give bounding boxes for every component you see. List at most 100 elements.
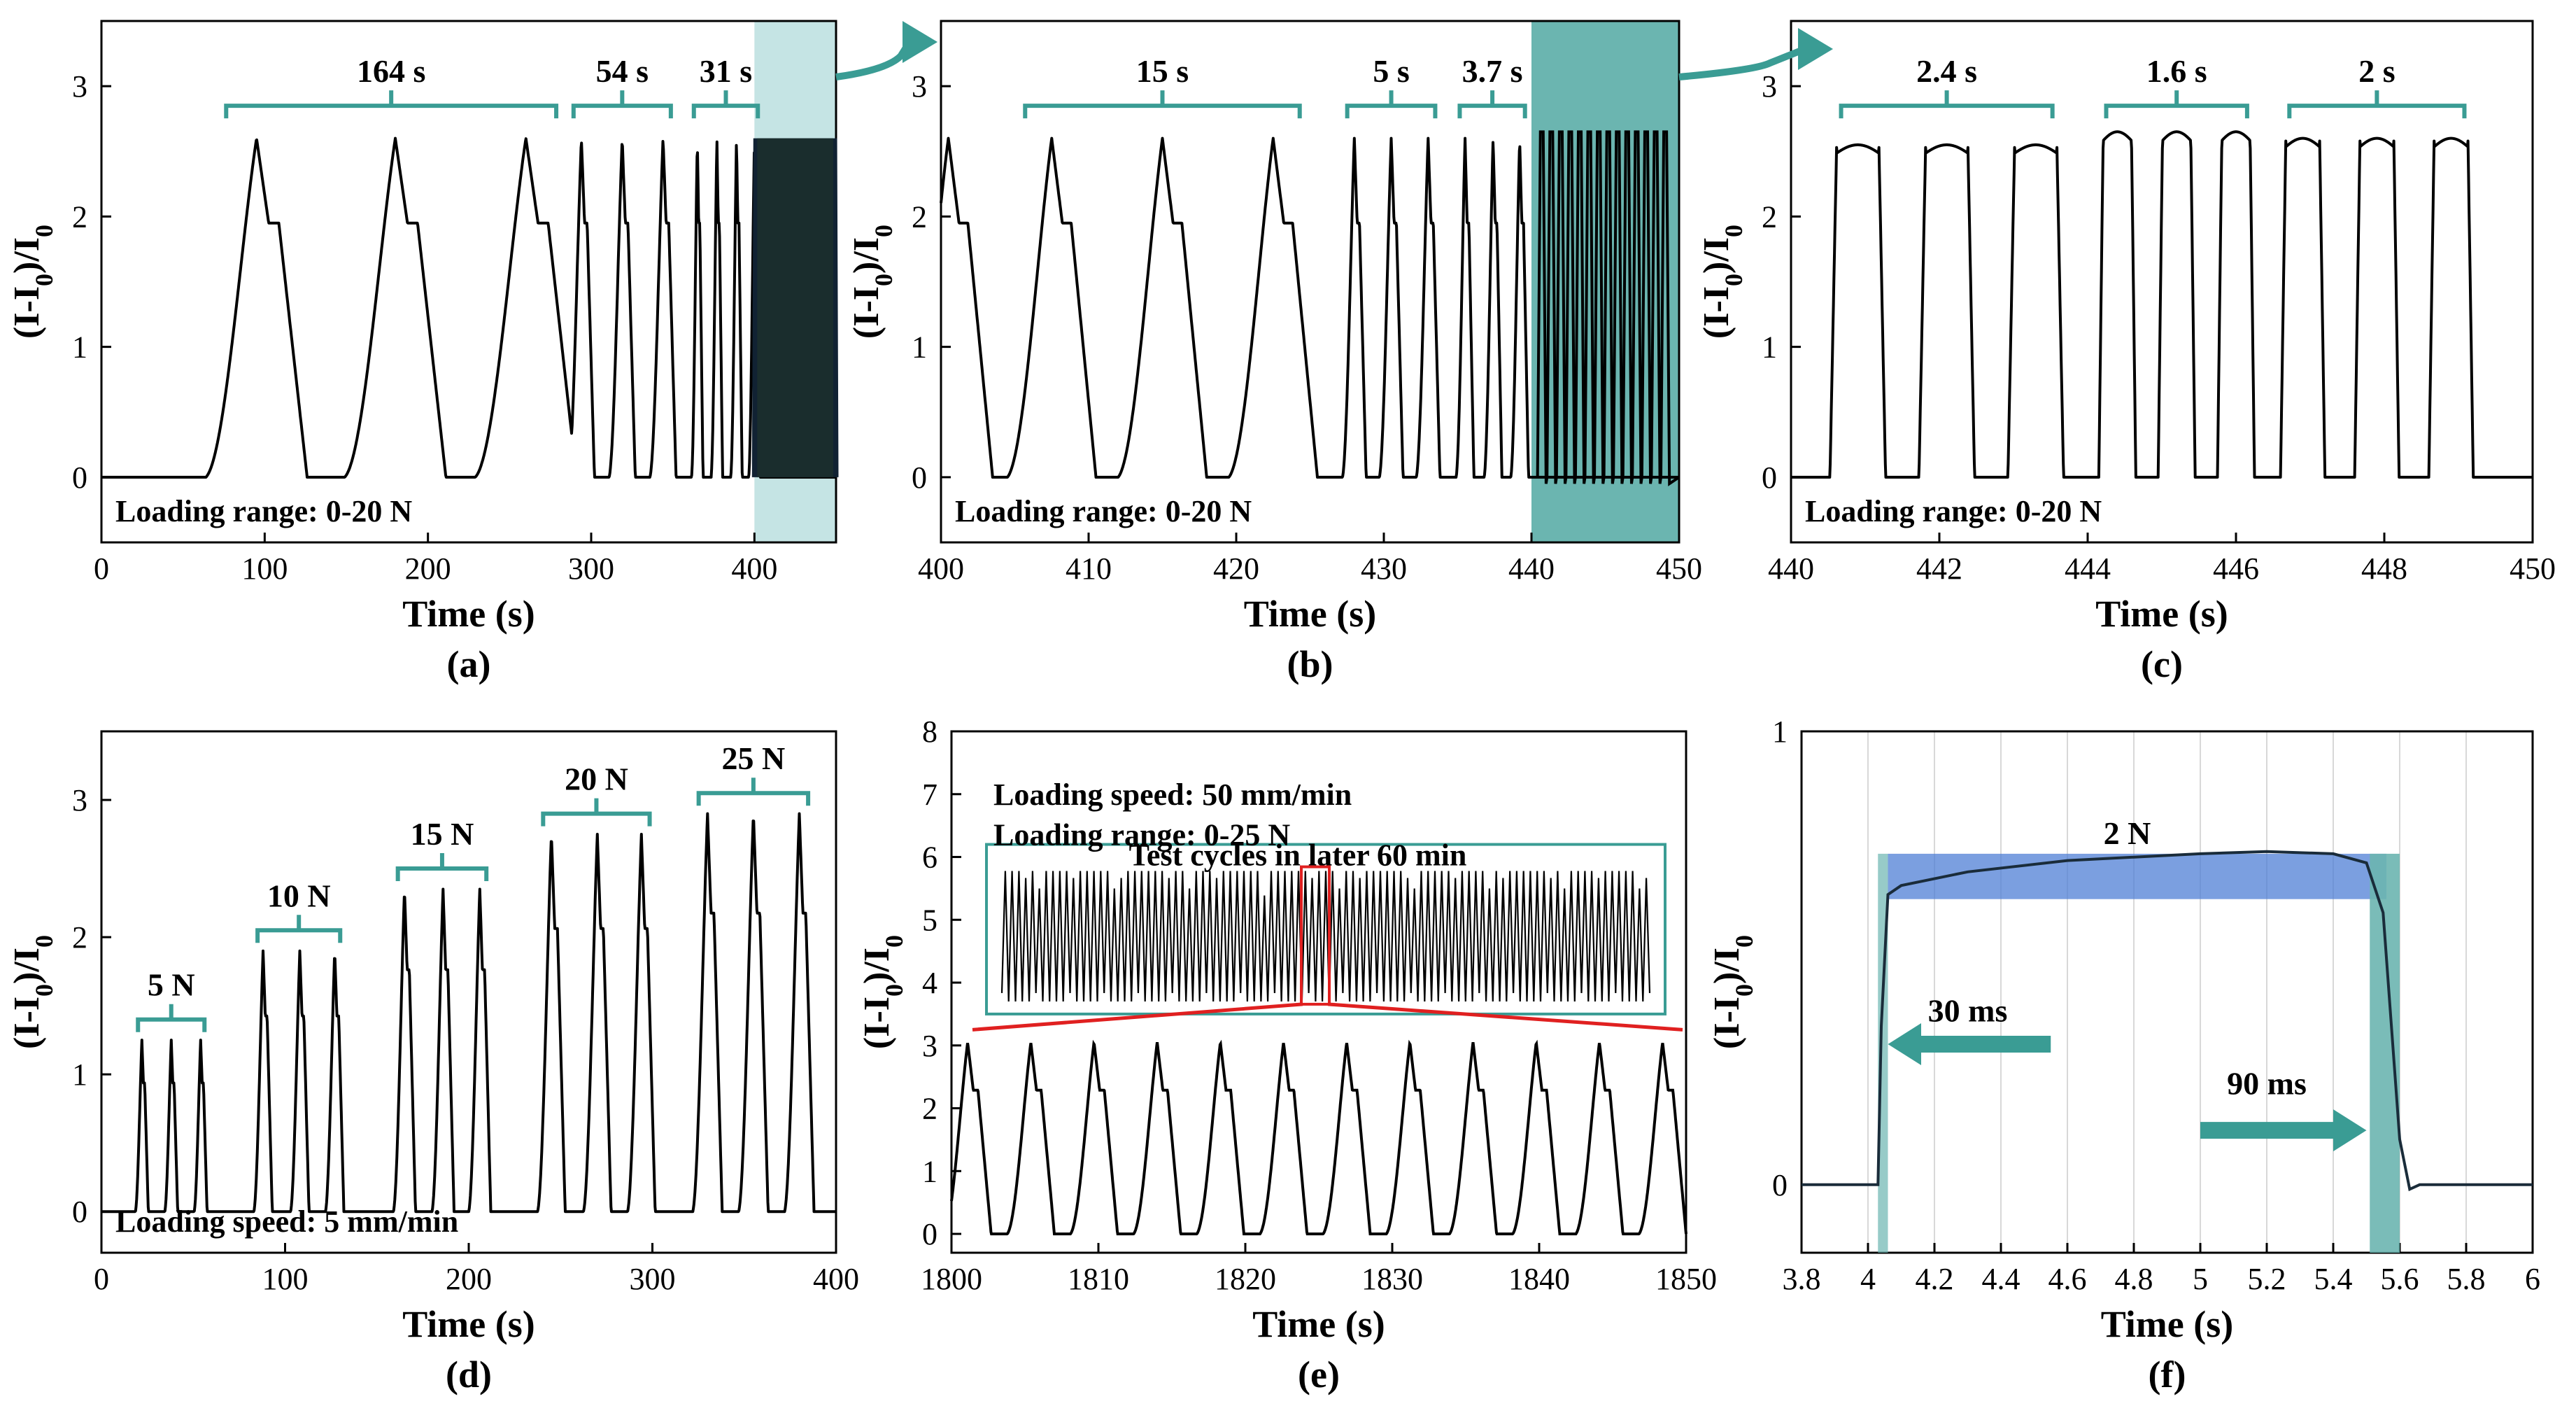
y-tick-label: 0	[1762, 461, 1777, 495]
y-tick-label: 1	[72, 330, 87, 365]
zoom-box	[1300, 865, 1331, 1006]
group-label: 3.7 s	[1462, 53, 1523, 89]
x-tick-label: 0	[94, 551, 109, 586]
y-tick-label: 1	[912, 330, 927, 365]
x-tick-label: 400	[813, 1262, 859, 1296]
data-line	[100, 136, 837, 479]
y-tick-label: 0	[922, 1217, 937, 1251]
x-tick-label: 400	[731, 551, 777, 586]
link-arrow-1	[835, 40, 913, 80]
recovery-arrow	[2200, 1109, 2367, 1152]
plateau-band	[1888, 853, 2386, 899]
group-label: 1.6 s	[2146, 53, 2207, 89]
group-bracket	[395, 853, 489, 882]
x-tick-label: 440	[1508, 551, 1555, 586]
y-tick-label: 8	[922, 715, 937, 749]
x-tick-label: 5	[2193, 1262, 2208, 1296]
x-tick-label: 5.8	[2447, 1262, 2486, 1296]
panel-label: (e)	[1298, 1354, 1340, 1396]
y-tick-label: 2	[912, 199, 927, 234]
axes-frame	[1790, 20, 2534, 544]
inset-cycles	[1000, 871, 1651, 1001]
y-tick-label: 4	[922, 966, 937, 1000]
x-tick-label: 4	[1860, 1262, 1876, 1296]
panel-label: (f)	[2149, 1354, 2186, 1396]
x-tick-label: 450	[1656, 551, 1702, 586]
panel-d: 0 100 200 300 400 0 1 2 3 Time (s) (I-I0)/I0 (d) 5 N…	[7, 730, 859, 1396]
group-bracket	[571, 90, 673, 119]
x-tick-label: 100	[262, 1262, 309, 1296]
recovery-time: 90 ms	[2227, 1065, 2307, 1101]
dense-cycles-fill	[757, 138, 833, 477]
y-tick-label: 5	[922, 903, 937, 937]
zoom-lines	[972, 1002, 1683, 1032]
panel-e: 1800 1810 1820 1830 1840 1850 0 1 2 3 4 5 6 7 8 Time (s…	[857, 715, 1717, 1396]
group-bracket	[224, 90, 559, 119]
data-line	[1802, 850, 2533, 1192]
group-bracket	[2287, 90, 2467, 119]
x-tick-label: 4.8	[2115, 1262, 2153, 1296]
x-tick-label: 410	[1066, 551, 1112, 586]
group-bracket	[691, 90, 760, 119]
x-axis-label: Time (s)	[1252, 1303, 1385, 1345]
group-bracket	[1457, 90, 1527, 119]
y-tick-label: 3	[922, 1029, 937, 1063]
panel-b: 400 410 420 430 440 450 0 1 2 3 Time (s) (I-I0)/I0 (…	[847, 20, 1702, 685]
y-tick-label: 0	[72, 461, 87, 495]
x-tick-label: 1800	[921, 1262, 982, 1296]
x-tick-label: 400	[918, 551, 964, 586]
y-axis-label: (I-I0)/I0	[7, 225, 58, 339]
y-axis-label: (I-I0)/I0	[847, 225, 898, 339]
y-tick-label: 2	[72, 199, 87, 234]
panel-f: 3.8 4 4.2 4.4 4.6 4.8 5 5.2 5.4 5.6 5.8 6 0 1 Time (s)…	[1707, 715, 2540, 1396]
group-bracket	[2104, 90, 2249, 119]
x-tick-label: 5.4	[2314, 1262, 2353, 1296]
panel-c: 440 442 444 446 448 450 0 1 2 3 Time (s) (I-I0)/I0 (…	[1697, 20, 2556, 685]
annotation: Loading range: 0-20 N	[1805, 494, 2102, 528]
group-bracket	[1023, 90, 1302, 119]
recovery-band	[2370, 853, 2400, 1253]
y-tick-label: 2	[72, 920, 87, 955]
force-label: 2 N	[2104, 815, 2151, 851]
y-tick-label: 1	[72, 1057, 87, 1092]
group-label: 2.4 s	[1916, 53, 1977, 89]
y-axis-label: (I-I0)/I0	[1697, 225, 1748, 339]
x-axis-label: Time (s)	[2095, 593, 2228, 635]
group-label: 2 s	[2358, 53, 2395, 89]
group-bracket	[255, 915, 343, 943]
x-tick-label: 450	[2510, 551, 2556, 586]
y-tick-label: 0	[72, 1195, 87, 1229]
panel-label: (b)	[1287, 643, 1333, 685]
x-tick-label: 300	[630, 1262, 676, 1296]
x-tick-label: 1840	[1508, 1262, 1570, 1296]
data-line	[100, 812, 837, 1214]
y-tick-label: 3	[912, 69, 927, 104]
y-tick-label: 3	[72, 69, 87, 104]
y-tick-label: 3	[72, 783, 87, 817]
group-label: 5 s	[1373, 53, 1409, 89]
x-tick-label: 448	[2361, 551, 2407, 586]
group-bracket	[136, 1004, 207, 1032]
y-tick-label: 7	[922, 778, 937, 812]
x-tick-label: 442	[1916, 551, 1962, 586]
y-tick-label: 6	[922, 841, 937, 875]
link-arrow-2	[1678, 45, 1806, 80]
annotation: Loading speed: 50 mm/min	[993, 778, 1352, 812]
group-label: 54 s	[596, 53, 649, 89]
x-tick-label: 200	[405, 551, 451, 586]
y-tick-label: 1	[1762, 330, 1777, 365]
panel-label: (d)	[446, 1354, 492, 1396]
panel-links	[835, 21, 1833, 80]
x-axis-label: Time (s)	[402, 1303, 535, 1345]
axes-frame	[950, 730, 1687, 1254]
y-axis-label: (I-I0)/I0	[857, 935, 908, 1049]
x-tick-label: 5.6	[2381, 1262, 2419, 1296]
group-label: 10 N	[267, 878, 331, 913]
x-tick-label: 1830	[1361, 1262, 1423, 1296]
x-axis-label: Time (s)	[402, 593, 535, 635]
x-tick-label: 4.6	[2048, 1262, 2087, 1296]
x-tick-label: 1820	[1215, 1262, 1276, 1296]
x-tick-label: 446	[2213, 551, 2259, 586]
x-tick-label: 3.8	[1783, 1262, 1821, 1296]
